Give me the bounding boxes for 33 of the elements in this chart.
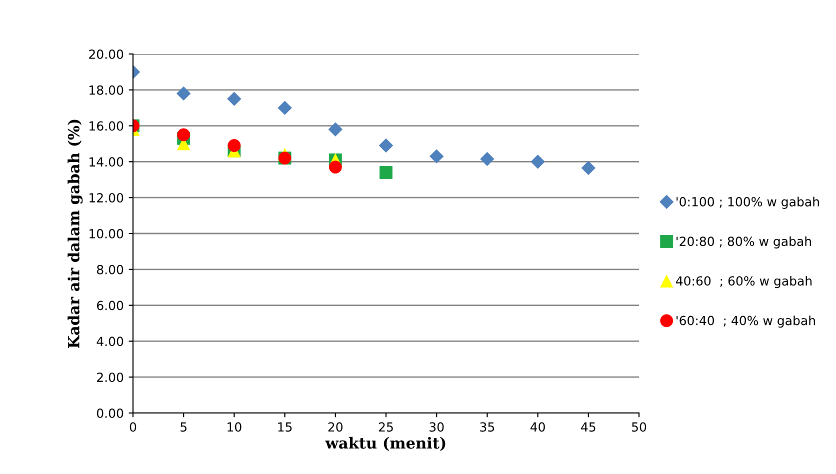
x-tick-label: 40 xyxy=(530,422,545,432)
x-tick-label: 45 xyxy=(581,422,596,432)
x-tick-label: 20 xyxy=(328,422,343,432)
y-tick-label: 20.00 xyxy=(89,49,124,59)
y-tick-label: 2.00 xyxy=(97,372,124,382)
y-axis-title: Kadar air dalam gabah (%) xyxy=(68,120,83,348)
x-tick-label: 15 xyxy=(278,422,292,432)
y-tick-label: 8.00 xyxy=(96,264,124,274)
point xyxy=(328,122,342,136)
point xyxy=(380,166,392,179)
legend-label: '0:100 ; 100% w gabah xyxy=(676,196,819,209)
y-tick-label: 16.00 xyxy=(90,121,124,131)
x-tick-label: 50 xyxy=(632,422,646,432)
x-tick-label: 35 xyxy=(480,422,494,432)
y-tick-label: 18.00 xyxy=(90,85,124,95)
point xyxy=(177,128,190,142)
legend-label: '20:80 ; 80% w gabah xyxy=(676,236,811,248)
y-tick-label: 0.00 xyxy=(96,408,124,418)
y-tick-label: 10.00 xyxy=(90,228,124,238)
legend-label: '60:40 ; 40% w gabah xyxy=(676,316,815,328)
y-tick-label: 4.00 xyxy=(96,336,124,346)
x-tick-label: 30 xyxy=(430,422,444,432)
y-tick-label: 12.00 xyxy=(90,193,124,203)
point xyxy=(278,100,292,115)
y-tick-label: 14.00 xyxy=(90,157,124,167)
legend-label: 40:60 ; 60% w gabah xyxy=(676,276,812,288)
x-axis-title: waktu (menit) xyxy=(325,436,446,451)
x-tick-label: 25 xyxy=(378,422,393,432)
x-tick-label: 0 xyxy=(130,422,136,432)
point xyxy=(328,160,342,174)
y-tick-label: 6.00 xyxy=(97,300,124,310)
x-tick-label: 5 xyxy=(180,422,186,432)
x-tick-label: 10 xyxy=(228,422,242,432)
